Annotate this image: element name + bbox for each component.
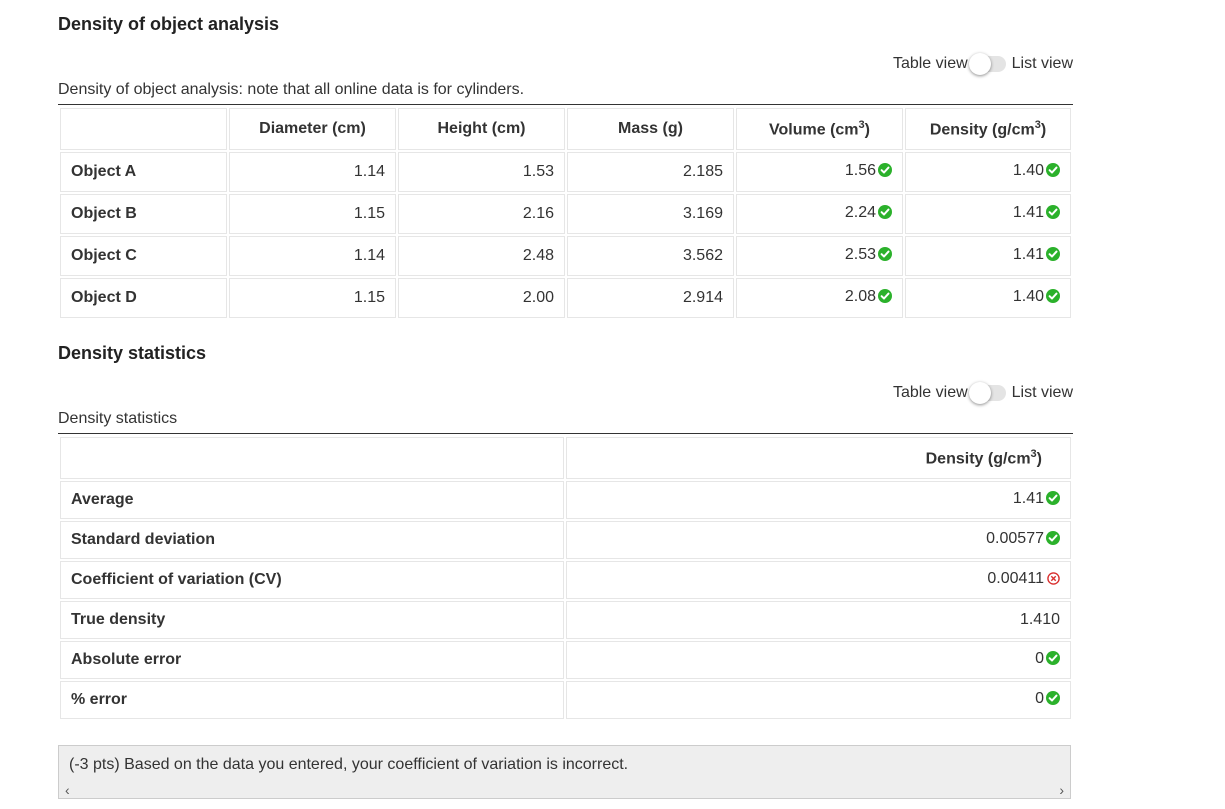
table-caption: Density of object analysis: note that al… <box>58 81 1073 105</box>
stat-label: Average <box>60 481 564 519</box>
cell-mass: 2.185 <box>567 152 734 192</box>
check-circle-icon <box>1046 163 1060 182</box>
table-row: Object B 1.15 2.16 3.169 2.24 1.41 <box>60 194 1071 234</box>
view-toggle-row-2: Table view List view <box>892 382 1073 404</box>
header-density: Density (g/cm3) <box>566 437 1071 479</box>
check-circle-icon <box>1046 691 1060 710</box>
table-view-label: Table view <box>892 55 968 72</box>
cell-mass: 3.169 <box>567 194 734 234</box>
cell-volume: 2.53 <box>736 236 903 276</box>
table-header-row: Diameter (cm) Height (cm) Mass (g) Volum… <box>60 108 1071 150</box>
row-label: Object C <box>60 236 227 276</box>
cell-diameter: 1.14 <box>229 152 396 192</box>
header-height: Height (cm) <box>398 108 565 150</box>
cell-height: 2.00 <box>398 278 565 318</box>
header-volume: Volume (cm3) <box>736 108 903 150</box>
scroll-left-arrow[interactable]: ‹ <box>65 782 70 798</box>
stat-value: 0.00411 <box>566 561 1071 599</box>
stats-row: Standard deviation 0.00577 <box>60 521 1071 559</box>
table-view-label: Table view <box>892 384 968 401</box>
toggle-knob[interactable] <box>968 382 991 404</box>
view-toggle-switch[interactable] <box>968 382 1006 404</box>
stats-caption: Density statistics <box>58 410 1073 434</box>
header-density: Density (g/cm3) <box>905 108 1071 150</box>
cell-volume: 2.24 <box>736 194 903 234</box>
stat-value: 0 <box>566 641 1071 679</box>
check-circle-icon <box>1046 289 1060 308</box>
cell-density: 1.41 <box>905 194 1071 234</box>
stat-label: % error <box>60 681 564 719</box>
check-circle-icon <box>878 163 892 182</box>
stat-label: Coefficient of variation (CV) <box>60 561 564 599</box>
view-toggle-switch[interactable] <box>968 53 1006 75</box>
check-circle-icon <box>878 247 892 266</box>
cell-mass: 2.914 <box>567 278 734 318</box>
density-analysis-table: Diameter (cm) Height (cm) Mass (g) Volum… <box>58 106 1073 320</box>
stats-row: Coefficient of variation (CV) 0.00411 <box>60 561 1071 599</box>
row-label: Object B <box>60 194 227 234</box>
stats-row: Absolute error 0 <box>60 641 1071 679</box>
cell-height: 1.53 <box>398 152 565 192</box>
cell-density: 1.40 <box>905 152 1071 192</box>
table-row: Object D 1.15 2.00 2.914 2.08 1.40 <box>60 278 1071 318</box>
check-circle-icon <box>1046 651 1060 670</box>
stats-row: True density 1.410 <box>60 601 1071 639</box>
table-row: Object C 1.14 2.48 3.562 2.53 1.41 <box>60 236 1071 276</box>
header-diameter: Diameter (cm) <box>229 108 396 150</box>
scroll-right-arrow[interactable]: › <box>1059 782 1064 798</box>
list-view-label: List view <box>1011 55 1073 72</box>
density-statistics-table: Density (g/cm3) Average 1.41 Standard devi… <box>58 435 1073 721</box>
header-mass: Mass (g) <box>567 108 734 150</box>
stats-row: % error 0 <box>60 681 1071 719</box>
cell-density: 1.41 <box>905 236 1071 276</box>
toggle-knob[interactable] <box>968 53 991 75</box>
cell-mass: 3.562 <box>567 236 734 276</box>
check-circle-icon <box>1046 491 1060 510</box>
cell-diameter: 1.15 <box>229 278 396 318</box>
row-label: Object A <box>60 152 227 192</box>
stat-label: Absolute error <box>60 641 564 679</box>
stat-value: 1.41 <box>566 481 1071 519</box>
table-row: Object A 1.14 1.53 2.185 1.56 1.40 <box>60 152 1071 192</box>
section-title-density-statistics: Density statistics <box>58 343 207 363</box>
check-circle-icon <box>878 289 892 308</box>
cell-height: 2.16 <box>398 194 565 234</box>
feedback-text: (-3 pts) Based on the data you entered, … <box>69 756 629 773</box>
view-toggle-row: Table view List view <box>892 53 1073 75</box>
cell-density: 1.40 <box>905 278 1071 318</box>
header-empty <box>60 437 564 479</box>
list-view-label: List view <box>1011 384 1073 401</box>
feedback-box: (-3 pts) Based on the data you entered, … <box>58 745 1071 799</box>
check-circle-icon <box>1046 205 1060 224</box>
stat-value: 0 <box>566 681 1071 719</box>
stat-label: True density <box>60 601 564 639</box>
cell-diameter: 1.15 <box>229 194 396 234</box>
check-circle-icon <box>1046 247 1060 266</box>
section-title-density-analysis: Density of object analysis <box>58 14 280 34</box>
stat-value: 0.00577 <box>566 521 1071 559</box>
stats-row: Average 1.41 <box>60 481 1071 519</box>
row-label: Object D <box>60 278 227 318</box>
cell-volume: 2.08 <box>736 278 903 318</box>
cell-diameter: 1.14 <box>229 236 396 276</box>
cell-volume: 1.56 <box>736 152 903 192</box>
x-circle-icon <box>1047 572 1060 590</box>
stat-label: Standard deviation <box>60 521 564 559</box>
check-circle-icon <box>1046 531 1060 550</box>
header-empty <box>60 108 227 150</box>
stats-header-row: Density (g/cm3) <box>60 437 1071 479</box>
stat-value: 1.410 <box>566 601 1071 639</box>
check-circle-icon <box>878 205 892 224</box>
cell-height: 2.48 <box>398 236 565 276</box>
